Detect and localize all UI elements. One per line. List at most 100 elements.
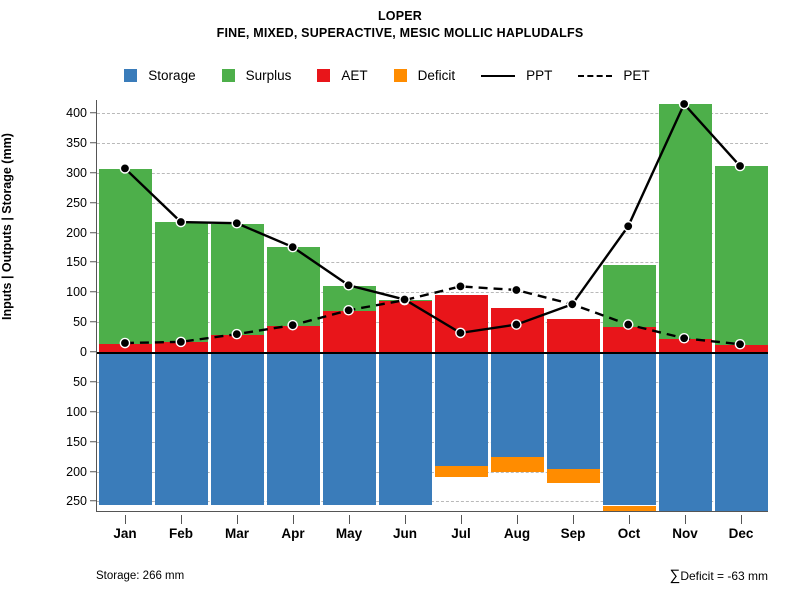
bar-column-sep	[546, 100, 600, 511]
bar-segment-storage	[602, 352, 656, 505]
chart-subtitle: FINE, MIXED, SUPERACTIVE, MESIC MOLLIC H…	[216, 26, 584, 40]
x-axis-label-sep: Sep	[560, 526, 586, 541]
bar-segment-surplus	[98, 168, 152, 344]
bar-segment-aet	[210, 334, 264, 352]
bar-column-aug	[490, 100, 544, 511]
gridline	[97, 411, 768, 413]
bar-column-oct	[602, 100, 656, 511]
bar-segment-aet	[322, 310, 376, 352]
bar-segment-storage	[98, 352, 152, 505]
bar-column-jun	[378, 100, 432, 511]
y-tick-mark	[90, 112, 97, 114]
legend-label-pet: PET	[623, 68, 650, 83]
x-tick-mark	[405, 515, 406, 524]
y-tick-label: 350	[66, 135, 87, 150]
y-tick-label: 100	[66, 285, 87, 300]
gridline	[97, 501, 768, 503]
x-axis-label-oct: Oct	[617, 526, 641, 541]
y-tick-mark	[90, 142, 97, 144]
x-tick-mark	[181, 515, 182, 524]
bar-segment-storage	[378, 352, 432, 505]
x-axis-label-apr: Apr	[281, 526, 305, 541]
y-tick-mark	[90, 321, 97, 323]
bar-column-dec	[714, 100, 768, 511]
y-tick-label: 200	[66, 225, 87, 240]
chart-title: LOPER	[377, 9, 423, 23]
deficit-footnote: ∑Deficit = -63 mm	[670, 567, 768, 584]
bar-column-feb	[154, 100, 208, 511]
y-tick-mark	[90, 381, 97, 383]
y-tick-mark	[90, 351, 97, 353]
y-axis-title: Inputs | Outputs | Storage (mm)	[0, 133, 14, 320]
bar-segment-storage	[154, 352, 208, 505]
x-axis-label-may: May	[335, 526, 363, 541]
bar-segment-surplus	[378, 300, 432, 301]
bar-segment-surplus	[658, 104, 712, 340]
legend-label-ppt: PPT	[526, 68, 553, 83]
y-tick-label: 0	[80, 345, 87, 359]
legend-swatch-storage	[124, 69, 138, 82]
y-tick-label: 400	[66, 106, 87, 120]
legend-item-deficit: Deficit	[393, 68, 482, 83]
bar-segment-surplus	[210, 223, 264, 335]
zero-line	[97, 352, 768, 354]
bar-segment-surplus	[714, 166, 768, 346]
legend-label-storage: Storage	[148, 68, 196, 83]
bar-column-nov	[658, 100, 712, 511]
x-tick-mark	[517, 515, 518, 524]
y-tick-mark	[90, 291, 97, 293]
x-axis-label-dec: Dec	[728, 526, 754, 541]
x-axis-label-jan: Jan	[113, 526, 137, 541]
gridline	[97, 471, 768, 473]
y-tick-mark	[90, 201, 97, 203]
bar-segment-surplus	[154, 222, 208, 343]
bar-segment-surplus	[322, 285, 376, 311]
bar-segment-storage	[210, 352, 264, 505]
plot-inner	[97, 100, 768, 511]
y-tick-label: 100	[66, 404, 87, 419]
x-tick-mark	[237, 515, 238, 524]
y-tick-label: 300	[66, 165, 87, 180]
legend-swatch-deficit	[393, 69, 407, 82]
y-tick-mark	[90, 231, 97, 233]
bar-segment-aet	[266, 325, 320, 352]
bar-column-apr	[266, 100, 320, 511]
gridline	[97, 441, 768, 443]
bar-segment-deficit	[490, 456, 544, 472]
x-tick-mark	[349, 515, 350, 524]
y-tick-label: 150	[66, 255, 87, 270]
bar-segment-storage	[714, 352, 768, 511]
bar-segment-aet	[546, 319, 600, 352]
y-tick-label: 50	[73, 315, 87, 330]
bar-column-jan	[98, 100, 152, 511]
chart-legend: Storage Surplus AET Deficit PPT PET	[0, 68, 800, 83]
legend-item-surplus: Surplus	[221, 68, 318, 83]
bar-segment-aet	[154, 342, 208, 352]
legend-item-aet: AET	[317, 68, 393, 83]
bar-segment-aet	[378, 300, 432, 352]
y-tick-label: 250	[66, 494, 87, 509]
x-tick-mark	[685, 515, 686, 524]
bar-segment-aet	[714, 345, 768, 352]
legend-item-ppt: PPT	[481, 68, 578, 83]
bar-segment-storage	[434, 352, 488, 466]
x-axis-label-jun: Jun	[392, 526, 418, 541]
gridline	[97, 381, 768, 383]
x-tick-mark	[741, 515, 742, 524]
legend-label-surplus: Surplus	[245, 68, 292, 83]
plot-area: 400 350 300 250 200 150 100 50 0 50 100 150 200 250 J…	[66, 100, 768, 541]
bar-column-may	[322, 100, 376, 511]
storage-footnote: Storage: 266 mm	[96, 570, 185, 582]
bar-segment-storage	[490, 352, 544, 457]
bar-column-mar	[210, 100, 264, 511]
legend-swatch-surplus	[221, 69, 235, 82]
y-tick-mark	[90, 500, 97, 502]
x-tick-mark	[629, 515, 630, 524]
x-axis-label-jul: Jul	[451, 526, 471, 541]
legend-swatch-aet	[317, 69, 331, 82]
y-tick-mark	[90, 470, 97, 472]
sigma-symbol: ∑	[669, 567, 681, 584]
legend-item-pet: PET	[578, 68, 675, 83]
bar-segment-surplus	[266, 247, 320, 326]
